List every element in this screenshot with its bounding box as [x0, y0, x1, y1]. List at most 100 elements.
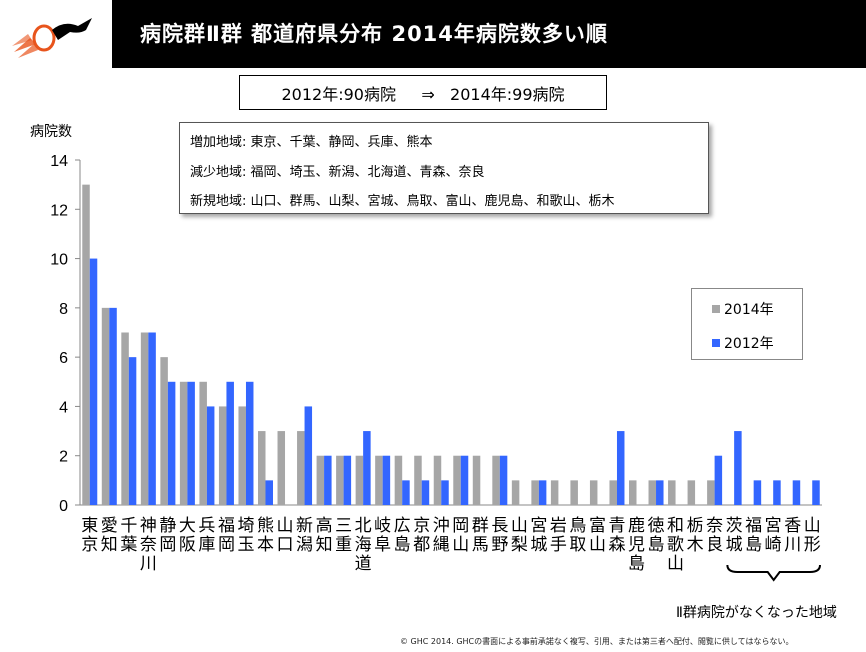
x-tick-label-熊本: 熊	[257, 516, 274, 536]
x-tick-label-北海道: 海	[355, 535, 372, 555]
bar-2014年-東京	[82, 184, 90, 505]
x-tick-label-鹿児島: 鹿	[628, 516, 645, 536]
bar-2012年-兵庫	[206, 406, 215, 505]
bar-2012年-福島	[753, 480, 762, 505]
x-tick-label-鳥取: 取	[569, 535, 586, 555]
decrease-regions: 減少地域: 福岡、埼玉、新潟、北海道、青森、奈良	[190, 165, 485, 180]
bar-2014年-岡山	[453, 455, 461, 505]
bar-2012年-長野	[499, 455, 508, 505]
bar-2012年-山形	[812, 480, 820, 505]
bar-2014年-山口	[277, 431, 286, 505]
x-tick-label-富山: 山	[589, 535, 606, 555]
x-tick-label-徳島: 島	[648, 535, 665, 555]
x-tick-label-高知: 知	[316, 535, 333, 555]
bar-2014年-和歌山	[668, 480, 676, 505]
x-tick-label-神奈川: 神	[140, 516, 157, 536]
x-tick-label-沖縄: 沖	[433, 516, 450, 536]
x-tick-label-茨城: 茨	[726, 516, 743, 536]
y-tick-label: 12	[50, 202, 68, 219]
bar-2012年-埼玉	[245, 381, 254, 505]
bar-2012年-神奈川	[148, 332, 156, 505]
bar-2014年-鳥取	[570, 480, 578, 505]
bar-2014年-兵庫	[199, 381, 207, 505]
x-tick-label-青森: 青	[608, 516, 625, 536]
x-tick-label-静岡: 静	[159, 516, 176, 536]
bar-2014年-長野	[492, 455, 500, 505]
x-tick-label-高知: 高	[316, 516, 333, 536]
bar-2014年-千葉	[121, 332, 129, 505]
x-tick-label-岩手: 手	[550, 535, 567, 555]
legend: 2014年 2012年	[691, 288, 803, 360]
new-regions: 新規地域: 山口、群馬、山梨、宮城、鳥取、富山、鹿児島、和歌山、栃木	[190, 194, 615, 209]
x-tick-label-神奈川: 奈	[140, 535, 157, 555]
bar-2012年-宮城	[538, 480, 547, 505]
bar-2012年-京都	[421, 480, 430, 505]
bar-2014年-鹿児島	[629, 480, 637, 505]
x-tick-label-岐阜: 岐	[374, 516, 391, 536]
x-tick-label-宮崎: 崎	[765, 535, 782, 555]
x-tick-label-奈良: 奈	[706, 516, 723, 536]
x-tick-label-富山: 富	[589, 516, 606, 536]
y-tick-label: 2	[59, 449, 68, 466]
x-tick-label-宮城: 城	[530, 535, 547, 555]
x-tick-label-東京: 京	[81, 535, 98, 555]
x-tick-label-長野: 長	[491, 516, 508, 536]
bar-2014年-三重	[336, 455, 344, 505]
annotation-bracket	[726, 564, 821, 582]
bar-2014年-高知	[316, 455, 325, 505]
bar-2014年-埼玉	[238, 406, 246, 505]
x-tick-label-岐阜: 阜	[374, 535, 391, 555]
x-tick-label-大阪: 阪	[179, 535, 196, 555]
y-tick-label: 0	[59, 498, 68, 515]
x-tick-label-京都: 京	[413, 516, 430, 536]
bar-2014年-神奈川	[140, 332, 149, 505]
bar-2012年-高知	[324, 455, 332, 505]
bar-2012年-熊本	[265, 480, 273, 505]
bar-2014年-山梨	[511, 480, 520, 505]
bar-2012年-岡山	[460, 455, 469, 505]
legend-label-2012: 2012年	[724, 336, 774, 352]
bar-2012年-宮崎	[773, 480, 781, 505]
bar-2014年-徳島	[648, 480, 657, 505]
x-tick-label-大阪: 大	[179, 516, 196, 536]
x-tick-label-岡山: 山	[452, 535, 469, 555]
summary-box: 2012年:90病院 ⇒ 2014年:99病院	[239, 75, 607, 110]
x-tick-label-岩手: 岩	[550, 516, 567, 536]
y-tick-label: 6	[59, 350, 68, 367]
x-tick-label-福岡: 岡	[218, 535, 235, 555]
bar-2014年-福岡	[218, 406, 227, 505]
x-tick-label-愛知: 知	[101, 535, 118, 555]
x-tick-label-鹿児島: 島	[628, 554, 645, 574]
x-tick-label-神奈川: 川	[140, 554, 157, 574]
bar-2014年-大阪	[179, 381, 188, 505]
bar-2012年-愛知	[109, 307, 117, 505]
bar-2014年-栃木	[687, 480, 696, 505]
x-tick-label-新潟: 潟	[296, 535, 313, 555]
x-tick-label-香川: 香	[784, 516, 801, 536]
x-tick-label-和歌山: 和	[667, 516, 684, 536]
x-tick-label-山梨: 梨	[511, 535, 528, 555]
bar-2012年-沖縄	[441, 480, 449, 505]
x-tick-label-鹿児島: 児	[628, 535, 645, 555]
bar-2012年-東京	[89, 258, 98, 505]
bar-2014年-奈良	[707, 480, 715, 505]
bar-2012年-広島	[402, 480, 410, 505]
legend-item-2012: 2012年	[712, 333, 774, 353]
x-tick-label-広島: 広	[394, 516, 411, 536]
bar-2014年-富山	[589, 480, 598, 505]
x-tick-label-三重: 重	[335, 535, 352, 555]
bar-2014年-青森	[609, 480, 617, 505]
bar-2014年-群馬	[472, 455, 481, 505]
x-tick-label-長野: 野	[491, 535, 508, 555]
x-tick-label-茨城: 城	[726, 535, 743, 555]
x-tick-label-福岡: 福	[218, 516, 235, 536]
copyright-text: © GHC 2014. GHCの書面による事前承諾なく複写、引用、または第三者へ…	[400, 637, 794, 646]
x-tick-label-岡山: 岡	[452, 516, 469, 536]
bar-2014年-岐阜	[375, 455, 383, 505]
page-title: 病院群Ⅱ群 都道府県分布 2014年病院数多い順	[140, 22, 608, 46]
x-tick-label-福島: 福	[745, 516, 762, 536]
bar-2012年-三重	[343, 455, 352, 505]
bar-2012年-福岡	[226, 381, 234, 505]
bar-2012年-千葉	[128, 357, 137, 505]
legend-label-2014: 2014年	[724, 302, 774, 318]
